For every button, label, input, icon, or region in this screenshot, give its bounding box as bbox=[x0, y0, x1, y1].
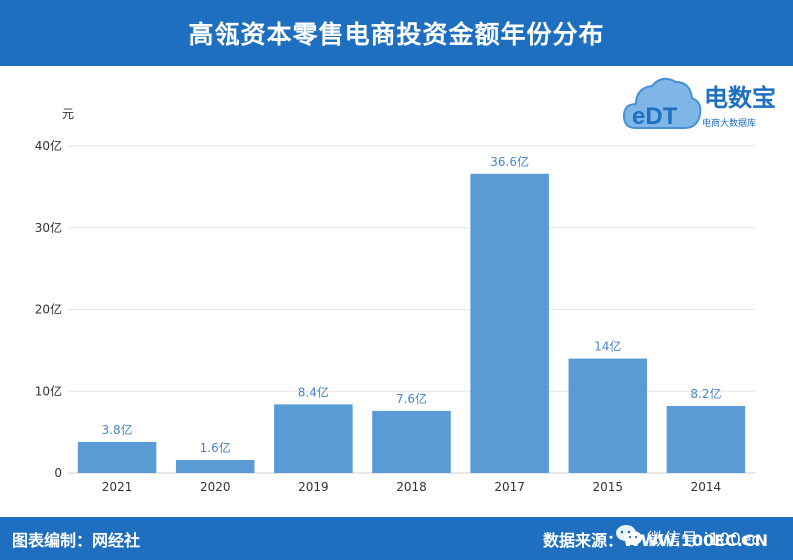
x-tick-label: 2018 bbox=[396, 480, 427, 494]
logo-brand: 电数宝 bbox=[704, 84, 776, 112]
wechat-id: 微信号:i100ec bbox=[647, 530, 761, 550]
bar-2021 bbox=[77, 441, 157, 473]
bar-2019 bbox=[274, 404, 353, 473]
bar-chart: 元 0 10亿 20亿 30亿 40亿 3.8亿 2021 1.6亿 2020 8.4亿 2019 7.… bbox=[35, 107, 755, 494]
y-tick-label: 20亿 bbox=[35, 302, 62, 317]
y-tick-label: 40亿 bbox=[35, 138, 62, 153]
y-axis-label: 元 bbox=[62, 107, 74, 121]
bar-2015 bbox=[568, 358, 648, 473]
data-label: 8.4亿 bbox=[298, 384, 329, 399]
bar-2017 bbox=[470, 173, 549, 474]
x-tick-label: 2021 bbox=[102, 480, 133, 494]
x-tick-label: 2015 bbox=[593, 480, 624, 494]
y-tick-label: 30亿 bbox=[35, 220, 62, 235]
x-tick-label: 2020 bbox=[200, 480, 231, 494]
y-tick-label: 10亿 bbox=[35, 383, 62, 398]
bar-2020 bbox=[175, 459, 255, 473]
data-label: 7.6亿 bbox=[396, 391, 427, 406]
x-tick-label: 2014 bbox=[691, 480, 722, 494]
wechat-icon bbox=[616, 525, 642, 545]
data-label: 1.6亿 bbox=[200, 440, 231, 455]
bar-2014 bbox=[666, 405, 746, 473]
y-tick-label: 0 bbox=[54, 466, 62, 480]
chart-credit: 图表编制：网经社 bbox=[12, 531, 141, 550]
data-label: 3.8亿 bbox=[102, 422, 133, 437]
logo-subtitle: 电商大数据库 bbox=[702, 119, 757, 129]
x-tick-label: 2019 bbox=[298, 480, 329, 494]
x-tick-label: 2017 bbox=[494, 480, 525, 494]
data-label: 8.2亿 bbox=[690, 386, 721, 401]
header-bar: 高瓴资本零售电商投资金额年份分布 bbox=[0, 0, 793, 66]
edt-logo: eDT 电数宝 电商大数据库 bbox=[622, 72, 787, 136]
page-title: 高瓴资本零售电商投资金额年份分布 bbox=[188, 20, 605, 49]
data-source: 数据来源：WWW.100EC.CN bbox=[543, 531, 769, 550]
data-label: 36.6亿 bbox=[490, 154, 529, 169]
footer-bar: 图表编制：网经社 数据来源：WWW.100EC.CN 微信号:i100ec bbox=[0, 517, 793, 560]
bar-2018 bbox=[372, 410, 451, 473]
logo-mark: eDT bbox=[632, 103, 678, 130]
data-label: 14亿 bbox=[594, 339, 621, 354]
cloud-logo-icon: eDT bbox=[622, 77, 702, 130]
